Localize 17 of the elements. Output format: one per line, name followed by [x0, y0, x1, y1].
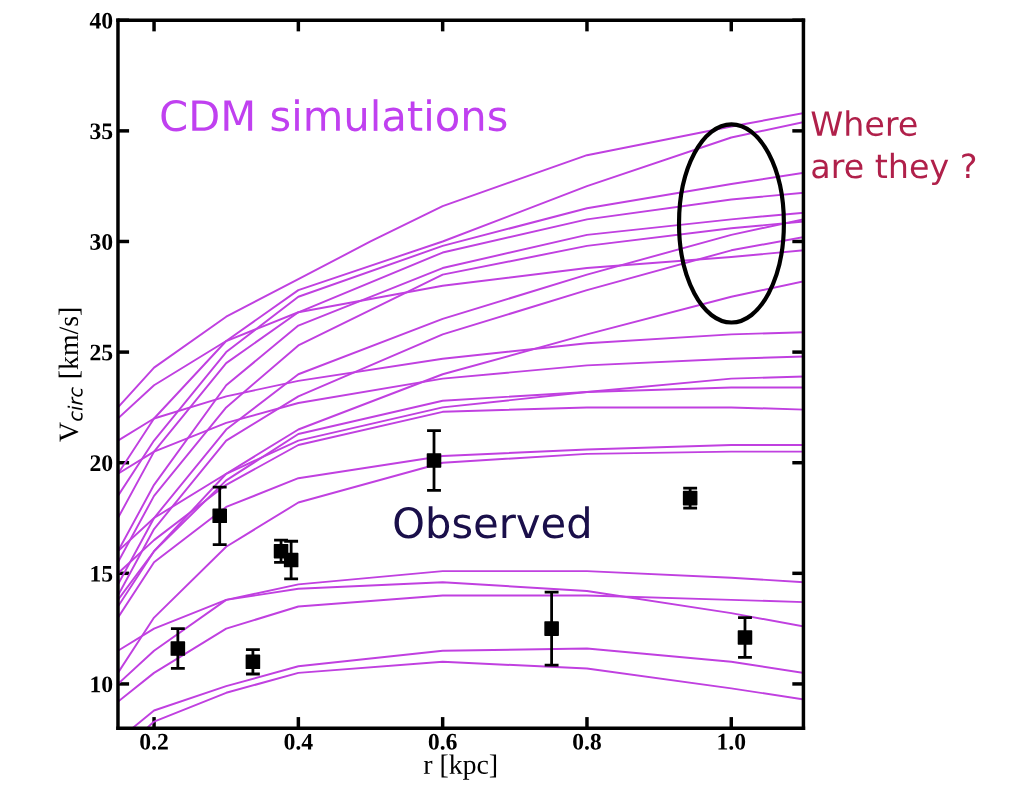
y-tick-label: 30	[90, 233, 113, 250]
y-tick-label: 35	[90, 123, 113, 140]
annotation: Observed	[394, 506, 589, 539]
x-tick-label: 0.2	[140, 733, 168, 750]
x-tick-label: 0.8	[573, 733, 601, 750]
text: Where are they ?	[811, 110, 976, 186]
y-tick-label: 25	[90, 344, 113, 361]
x-tick-label: 0.4	[284, 733, 313, 750]
y-axis-title: V$_{circ}$ [km/s]	[58, 308, 83, 442]
x-axis-title: r [kpc]	[423, 754, 497, 780]
annotation: CDM simulations	[161, 99, 507, 132]
y-tick-label: 15	[91, 565, 113, 582]
x-tick-label: 1.0	[718, 733, 746, 750]
y-tick-label: 10	[91, 676, 113, 693]
y-tick-label: 20	[90, 455, 113, 472]
y-tick-label: 40	[89, 12, 113, 29]
x-tick-label: 0.6	[428, 733, 457, 750]
